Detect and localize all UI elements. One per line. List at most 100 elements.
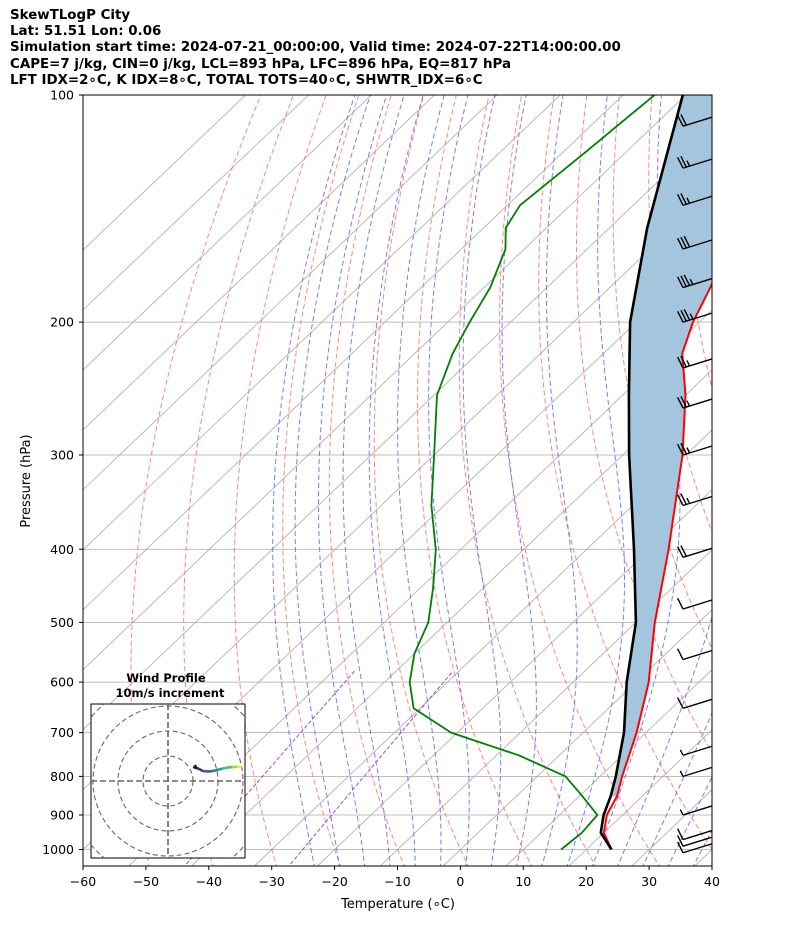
mixing-ratio-line [288,670,454,866]
chart-header: SkewTLogP City Lat: 51.51 Lon: 0.06 Simu… [10,8,780,89]
dry-adiabat [233,95,327,866]
moist-adiabat [397,95,445,866]
x-tick-label: −40 [196,874,222,889]
isotherm-line [191,369,712,866]
hodograph-inset: Wind Profile 10m/s increment [90,671,246,859]
hodograph-title: Wind Profile [126,671,206,685]
wind-barb [676,828,713,841]
y-tick-label: 800 [50,769,74,784]
dry-adiabat [717,78,794,868]
wind-barb [676,193,713,206]
isotherm-line [379,549,712,866]
moist-adiabat [642,711,712,866]
isotherm-line [128,309,712,866]
wind-barb [676,274,713,289]
wind-barb [676,442,713,456]
wind-barbs [676,114,713,854]
x-axis-label: Temperature (∘C) [340,897,455,912]
wind-barb [676,114,713,127]
isotherm-line [83,95,498,491]
indices-text: LFT IDX=2∘C, K IDX=8∘C, TOTAL TOTS=40∘C,… [10,72,483,88]
x-tick-label: −30 [259,874,285,889]
moist-adiabat [541,95,578,866]
x-tick-label: −50 [133,874,159,889]
moist-adiabat [717,95,794,869]
y-axis-label: Pressure (hPa) [19,434,34,527]
x-tick-label: 20 [578,874,594,889]
moist-adiabat [342,95,405,866]
isotherm-line [83,95,310,311]
y-tick-label: 100 [50,88,74,103]
isotherm-line [83,95,373,371]
wind-barb [679,745,713,756]
moist-adiabat [501,95,537,866]
wind-barb [676,545,713,559]
moist-adiabat [368,95,424,866]
dry-adiabat [183,95,295,866]
isotherm-line [755,78,794,868]
wind-barb [679,805,713,816]
isotherm-line [316,489,712,866]
wind-barb [676,395,713,409]
wind-barb [676,493,713,507]
isotherm-line [83,95,247,251]
y-tick-label: 700 [50,725,74,740]
hodograph-trace [236,765,242,769]
y-tick-label: 1000 [42,842,74,857]
x-tick-label: −60 [70,874,96,889]
dry-adiabat [417,95,533,866]
y-tick-label: 600 [50,675,74,690]
isotherm-line [253,429,712,866]
wind-barb [676,597,713,610]
y-tick-label: 900 [50,807,74,822]
dry-adiabat [576,95,712,754]
wind-barb [676,155,713,169]
isotherm-line [83,95,435,431]
wind-barb [676,648,713,661]
dry-adiabat [458,95,597,866]
wind-barb [679,766,713,778]
y-tick-label: 200 [50,315,74,330]
isotherm-line [83,95,687,671]
dewpoint-line [408,95,656,851]
x-tick-label: 30 [641,874,657,889]
wind-barb [676,841,713,854]
dry-adiabat [328,95,405,866]
isotherm-line [568,729,712,866]
y-tick-label: 500 [50,615,74,630]
isotherm-line [83,95,624,611]
time-text: Simulation start time: 2024-07-21_00:00:… [10,40,621,56]
x-tick-label: 10 [515,874,531,889]
dry-adiabat [782,78,794,868]
isotherm-line [442,609,712,866]
stability-text: CAPE=7 j/kg, CIN=0 j/kg, LCL=893 hPa, LF… [10,56,512,72]
isotherm-line [83,95,561,551]
moist-adiabat [318,95,388,866]
dry-adiabat [538,95,712,851]
y-tick-label: 400 [50,542,74,557]
moist-adiabat [667,775,712,866]
axes: −60 −50 −40 −30 −20 −10 0 10 20 30 40 1000 900 800 700… [42,88,720,890]
moist-adiabat [617,615,712,866]
x-tick-label: −20 [321,874,347,889]
dry-adiabat [373,95,469,866]
wind-barb [676,355,713,369]
isotherm-line [505,669,712,866]
wind-barb [676,697,713,710]
parcel-line [599,95,685,851]
wind-barb [676,235,713,250]
hodograph-plot [91,704,245,858]
x-tick-label: 0 [456,874,464,889]
chart-title: SkewTLogP City [10,8,131,23]
location-text: Lat: 51.51 Lon: 0.06 [10,24,162,40]
dry-adiabat [282,95,360,866]
x-tick-label: 40 [704,874,720,889]
hodograph-subtitle: 10m/s increment [116,686,225,700]
dry-adiabat [130,95,262,866]
dry-adiabat [499,95,661,866]
y-tick-label: 300 [50,447,74,462]
wind-barb [676,835,713,847]
wind-barb [676,308,713,323]
mixing-ratio-line [184,670,355,866]
